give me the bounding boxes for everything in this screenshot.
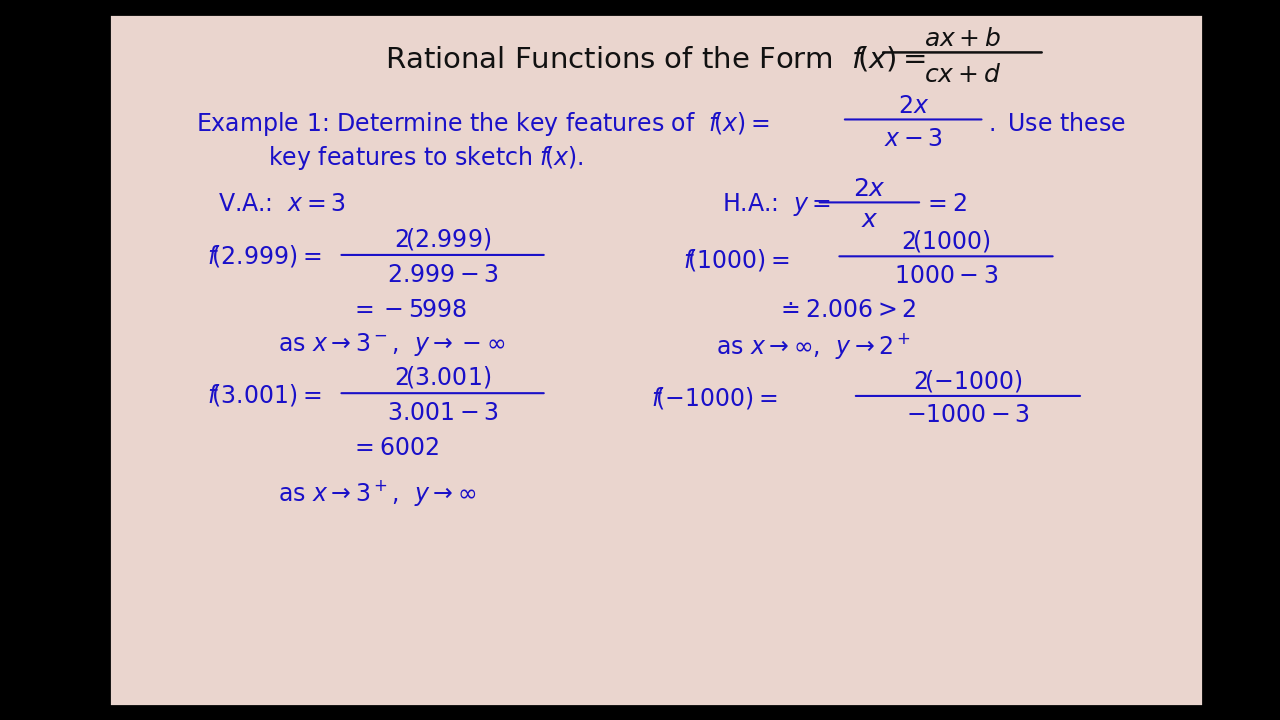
Text: $.$ Use these: $.$ Use these <box>988 112 1125 135</box>
Text: Example 1: Determine the key features of  $f\!\left(x\right)=$: Example 1: Determine the key features of… <box>196 109 769 138</box>
Text: as $x \to 3^+$,  $y \to \infty$: as $x \to 3^+$, $y \to \infty$ <box>279 477 476 508</box>
Text: $x$: $x$ <box>860 208 878 233</box>
Text: $f\!\left(1000\right)=$: $f\!\left(1000\right)=$ <box>684 247 790 273</box>
Text: $2\!\left(3.001\right)$: $2\!\left(3.001\right)$ <box>394 364 492 390</box>
Text: $cx+d$: $cx+d$ <box>924 63 1001 87</box>
Text: $2\!\left(1000\right)$: $2\!\left(1000\right)$ <box>901 228 991 254</box>
Text: $= 6002$: $= 6002$ <box>349 436 438 460</box>
Text: $2\!\left(2.999\right)$: $2\!\left(2.999\right)$ <box>394 226 492 252</box>
Text: $x-3$: $x-3$ <box>883 127 942 150</box>
Text: $f\!\left(2.999\right)=$: $f\!\left(2.999\right)=$ <box>207 243 321 269</box>
Text: $2\!\left(-1000\right)$: $2\!\left(-1000\right)$ <box>913 368 1023 394</box>
Text: $ax+b$: $ax+b$ <box>924 27 1001 50</box>
Text: V.A.:  $x = 3$: V.A.: $x = 3$ <box>218 192 346 217</box>
Text: $= -5998$: $= -5998$ <box>349 297 467 322</box>
Text: $2x$: $2x$ <box>852 176 886 201</box>
Text: as $x \to \infty$,  $y \to 2^+$: as $x \to \infty$, $y \to 2^+$ <box>717 331 911 361</box>
Text: $1000-3$: $1000-3$ <box>893 264 998 288</box>
Text: as $x \to 3^-$,  $y \to -\infty$: as $x \to 3^-$, $y \to -\infty$ <box>279 331 506 359</box>
Text: Rational Functions of the Form  $f\!\left(x\right)=$: Rational Functions of the Form $f\!\left… <box>385 45 927 74</box>
Text: $2.999-3$: $2.999-3$ <box>387 263 498 287</box>
Text: $2x$: $2x$ <box>897 94 929 117</box>
FancyBboxPatch shape <box>109 14 1203 706</box>
Text: key features to sketch $f\!\left(x\right)$.: key features to sketch $f\!\left(x\right… <box>269 144 584 172</box>
Text: H.A.:  $y=$: H.A.: $y=$ <box>722 191 831 218</box>
Text: $3.001-3$: $3.001-3$ <box>387 401 498 426</box>
Text: $-1000-3$: $-1000-3$ <box>906 403 1030 427</box>
Text: $f\!\left(3.001\right)=$: $f\!\left(3.001\right)=$ <box>207 382 321 408</box>
Text: $= 2$: $= 2$ <box>923 192 966 217</box>
Text: $f\!\left(-1000\right)=$: $f\!\left(-1000\right)=$ <box>650 385 777 411</box>
Text: $\doteq 2.006 > 2$: $\doteq 2.006 > 2$ <box>777 298 916 323</box>
